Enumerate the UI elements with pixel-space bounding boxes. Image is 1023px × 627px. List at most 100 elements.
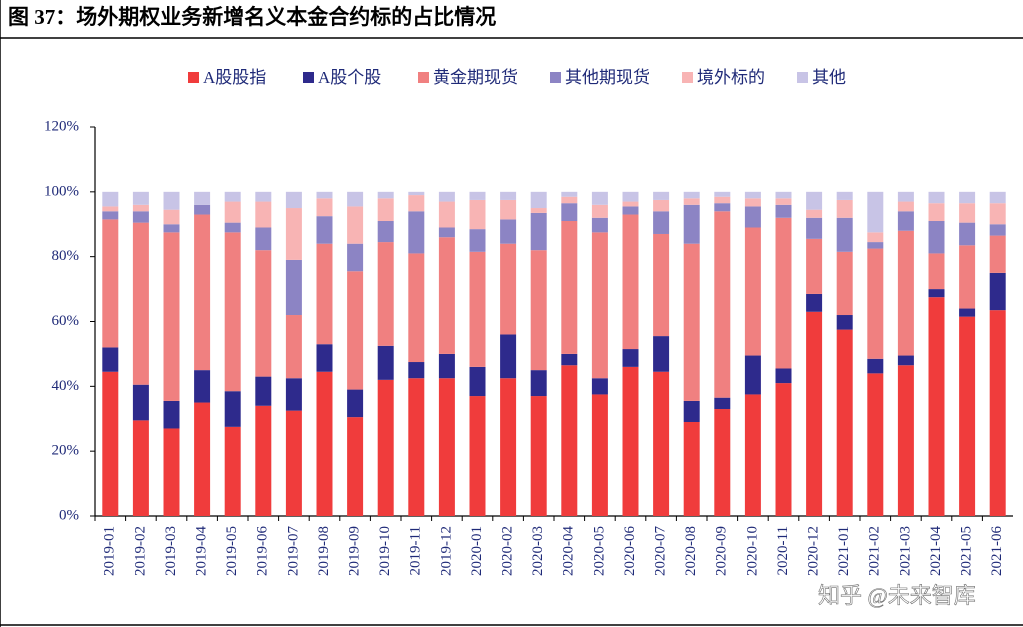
bar-segment: [775, 368, 792, 384]
y-tick-label: 100%: [44, 183, 79, 199]
bar-segment: [255, 191, 272, 202]
x-tick-label: 2019-03: [163, 526, 179, 576]
bar-segment: [132, 384, 149, 421]
bar-segment: [591, 232, 608, 379]
bar-segment: [285, 208, 302, 260]
bar-segment: [132, 211, 149, 223]
bar-segment: [163, 209, 180, 225]
bar-segment: [194, 214, 211, 371]
bar-segment: [653, 211, 670, 234]
x-tick-label: 2019-10: [377, 526, 393, 576]
bar-segment: [928, 203, 945, 222]
bar-segment: [163, 224, 180, 233]
bar-segment: [469, 199, 486, 230]
bar-segment: [408, 195, 425, 212]
bar-segment: [897, 211, 914, 231]
bar-segment: [347, 243, 364, 272]
bar-segment: [836, 315, 853, 330]
legend-label: A股股指: [203, 68, 266, 87]
bar-segment: [836, 251, 853, 316]
bar-segment: [102, 371, 119, 516]
bar-segment: [530, 250, 547, 371]
bar-segment: [255, 250, 272, 377]
x-tick-label: 2021-02: [867, 526, 883, 576]
bar-segment: [744, 355, 761, 395]
x-tick-label: 2020-06: [622, 526, 638, 576]
legend-swatch: [188, 72, 199, 83]
bar-segment: [132, 222, 149, 385]
bar-segment: [928, 221, 945, 254]
bar-segment: [775, 217, 792, 369]
bar-segment: [867, 248, 884, 359]
bar-segment: [408, 211, 425, 254]
chart-title: 图 37：场外期权业务新增名义本金合约标的占比情况: [8, 5, 496, 29]
bar-segment: [989, 310, 1006, 516]
bar-segment: [622, 214, 639, 350]
x-tick-label: 2020-05: [591, 526, 607, 576]
bar-segment: [316, 216, 333, 244]
bar-segment: [867, 358, 884, 374]
x-tick-label: 2020-01: [469, 526, 485, 576]
bar-segment: [867, 191, 884, 233]
bar-segment: [132, 204, 149, 212]
bar-segment: [653, 233, 670, 337]
x-tick-label: 2021-06: [989, 526, 1005, 576]
bar-segment: [683, 400, 700, 422]
bar-segment: [714, 203, 731, 212]
bar-segment: [714, 191, 731, 197]
bar-segment: [530, 396, 547, 516]
x-tick-label: 2020-08: [683, 526, 699, 576]
bar-segment: [285, 378, 302, 411]
bar-segment: [500, 199, 517, 220]
bar-segment: [408, 378, 425, 516]
legend-swatch: [682, 72, 693, 83]
legend-label: 其他期现货: [565, 68, 650, 87]
bar-segment: [867, 232, 884, 243]
x-tick-label: 2019-06: [255, 526, 271, 576]
bar-segment: [989, 235, 1006, 273]
bar-segment: [928, 289, 945, 298]
bar-segment: [806, 191, 823, 210]
bar-segment: [347, 271, 364, 390]
bar-segment: [959, 203, 976, 223]
bar-segment: [224, 191, 241, 202]
bar-segment: [959, 222, 976, 246]
bar-segment: [653, 199, 670, 212]
bar-segment: [347, 206, 364, 244]
bar-segment: [836, 329, 853, 516]
bar-segment: [867, 373, 884, 516]
bar-segment: [806, 209, 823, 218]
bar-segment: [591, 217, 608, 233]
bar-segment: [653, 336, 670, 372]
y-tick-label: 0%: [59, 507, 79, 523]
watermark: 知乎 @未来智库: [818, 583, 976, 608]
bar-segment: [224, 222, 241, 233]
bar-segment: [285, 259, 302, 316]
bar-segment: [132, 420, 149, 516]
x-tick-label: 2020-10: [744, 526, 760, 576]
bar-segment: [500, 191, 517, 200]
legend-swatch: [418, 72, 429, 83]
bar-segment: [316, 191, 333, 199]
bar-segment: [316, 243, 333, 345]
bar-segment: [469, 366, 486, 397]
bar-segment: [989, 191, 1006, 204]
bar-segment: [438, 201, 455, 228]
bar-segment: [469, 251, 486, 367]
bar-segment: [255, 201, 272, 228]
bar-segment: [377, 242, 394, 346]
bar-segment: [989, 203, 1006, 225]
bar-segment: [775, 383, 792, 516]
bar-segment: [683, 243, 700, 401]
bar-segment: [806, 238, 823, 294]
bar-segment: [377, 191, 394, 199]
bar-segment: [714, 409, 731, 516]
bar-segment: [591, 378, 608, 395]
bar-segment: [163, 400, 180, 429]
bar-segment: [438, 237, 455, 354]
x-tick-label: 2021-01: [836, 526, 852, 576]
legend-swatch: [303, 72, 314, 83]
bar-segment: [194, 370, 211, 403]
bar-segment: [622, 206, 639, 215]
bar-segment: [897, 201, 914, 212]
